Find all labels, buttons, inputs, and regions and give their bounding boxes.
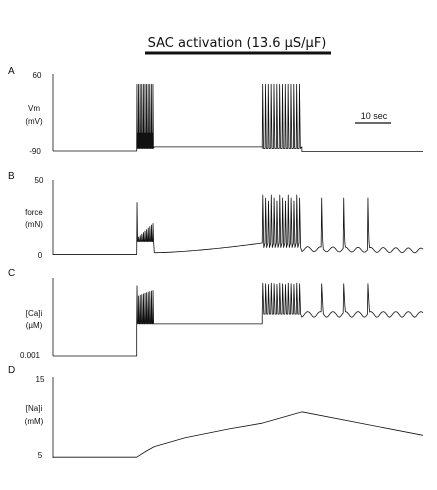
trace-ca [53, 282, 424, 357]
panel-letter-b: B [8, 171, 15, 182]
ylabel-d-line2: (mM) [25, 417, 44, 426]
scale-bar-label: 10 sec [361, 111, 388, 121]
ytick-a-bottom: -90 [29, 147, 41, 156]
panel-c: C 0.001 [Ca]i (µM) [8, 268, 424, 360]
panel-letter-d: D [8, 365, 15, 376]
panel-b: B 50 0 force (mN) [8, 171, 424, 260]
ytick-c-bottom: 0.001 [20, 351, 41, 360]
figure-title: SAC activation (13.6 µS/µF) [148, 36, 327, 51]
ytick-b-top: 50 [35, 176, 44, 185]
ylabel-a-line2: (mV) [25, 117, 43, 126]
ylabel-a-line1: Vm [28, 104, 40, 113]
ytick-d-bottom: 5 [38, 451, 43, 460]
ylabel-b-line2: (mN) [25, 220, 43, 229]
trace-vm [53, 83, 423, 152]
ytick-b-bottom: 0 [38, 251, 43, 260]
panel-letter-c: C [8, 268, 15, 279]
ytick-d-top: 15 [36, 375, 45, 384]
panel-d: D 15 5 [Na]i (mM) [8, 365, 424, 460]
panel-a: A 60 -90 Vm (mV) 10 sec [8, 66, 423, 156]
ytick-a-top: 60 [33, 71, 42, 80]
ylabel-c-line1: [Ca]i [26, 309, 43, 318]
ylabel-c-line2: (µM) [26, 321, 43, 330]
trace-force [53, 194, 424, 255]
panel-letter-a: A [8, 66, 15, 77]
ylabel-d-line1: [Na]i [26, 404, 43, 413]
ylabel-b-line1: force [25, 208, 43, 217]
trace-na [53, 411, 424, 458]
